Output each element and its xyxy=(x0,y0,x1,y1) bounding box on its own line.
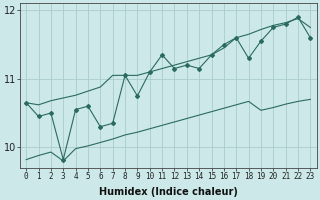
X-axis label: Humidex (Indice chaleur): Humidex (Indice chaleur) xyxy=(99,187,238,197)
